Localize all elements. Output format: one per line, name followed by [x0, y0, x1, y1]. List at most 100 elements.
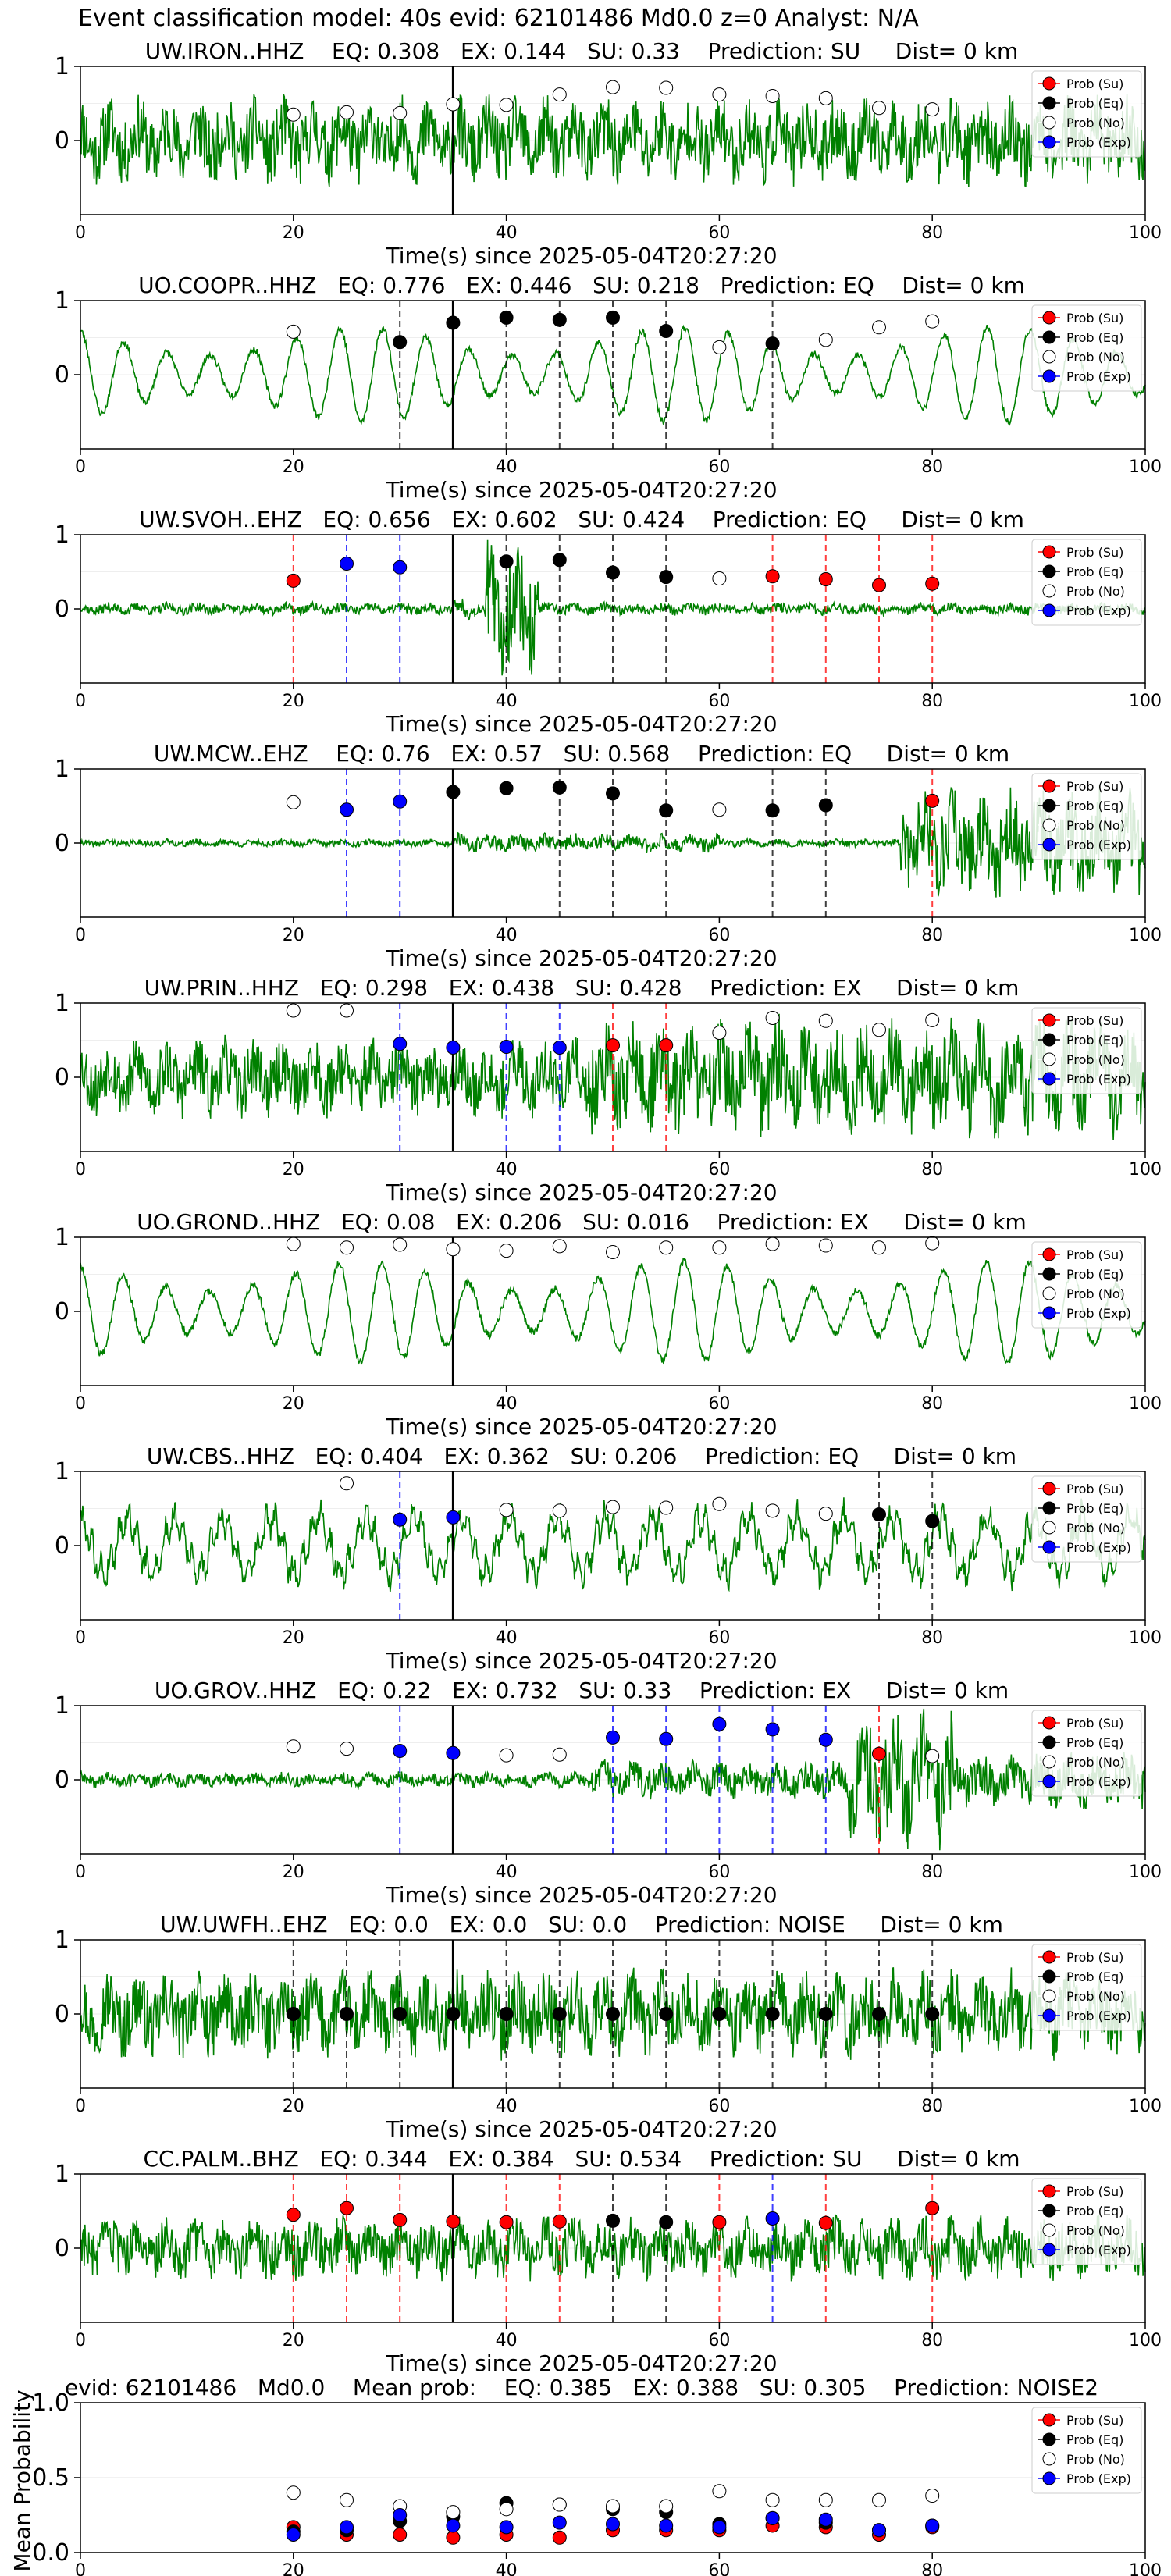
prob-point-eq: [393, 2007, 408, 2021]
panel-uo-grond--hhz: UO.GROND..HHZ EQ: 0.08 EX: 0.206 SU: 0.0…: [55, 1209, 1162, 1439]
y-axis-label: Mean Probability: [9, 2389, 35, 2571]
prob-point-no: [552, 87, 567, 102]
y-tick-label: 0: [55, 2001, 69, 2028]
x-tick-label: 20: [283, 926, 304, 945]
prob-point-exp: [818, 1732, 833, 1747]
prob-point-exp: [765, 2211, 780, 2226]
prob-point-eq: [818, 798, 833, 813]
x-tick-label: 40: [496, 223, 518, 243]
legend-marker-no: [1042, 2452, 1056, 2466]
mean-point-exp: [818, 2512, 833, 2527]
prob-point-exp: [446, 1745, 461, 1760]
mean-point-exp: [765, 2510, 780, 2525]
legend-marker-su: [1042, 545, 1056, 559]
prob-point-no: [712, 802, 727, 817]
prob-point-eq: [872, 2007, 886, 2021]
prob-point-eq: [606, 2007, 620, 2021]
x-axis-label: Time(s) since 2025-05-04T20:27:20: [385, 1179, 777, 1205]
prob-point-no: [340, 1742, 354, 1756]
prob-point-no: [712, 340, 727, 354]
prob-point-su: [872, 578, 886, 592]
panel-uo-coopr--hhz: UO.COOPR..HHZ EQ: 0.776 EX: 0.446 SU: 0.…: [55, 272, 1162, 503]
legend-marker-su: [1042, 1247, 1056, 1261]
legend-label-exp: Prob (Exp): [1066, 135, 1131, 150]
legend-marker-exp: [1042, 603, 1056, 617]
prob-point-eq: [765, 803, 780, 818]
legend-label-su: Prob (Su): [1066, 545, 1123, 560]
x-tick-label: 60: [708, 2331, 730, 2350]
legend-label-exp: Prob (Exp): [1066, 1774, 1131, 1789]
prob-point-no: [286, 1003, 301, 1018]
mean-point-su: [446, 2530, 461, 2545]
legend-label-exp: Prob (Exp): [1066, 603, 1131, 618]
y-tick-label: 0: [55, 1064, 69, 1091]
legend-marker-su: [1042, 1950, 1056, 1964]
legend-marker-eq: [1042, 330, 1056, 344]
x-tick-label: 80: [921, 2331, 943, 2350]
x-tick-label: 100: [1129, 1863, 1162, 1882]
legend-label-no: Prob (No): [1066, 2452, 1125, 2467]
legend: Prob (Su) Prob (Eq) Prob (No) Prob (Exp): [1031, 70, 1142, 158]
prob-point-no: [712, 571, 727, 586]
legend-label-su: Prob (Su): [1066, 311, 1123, 326]
x-tick-label: 0: [75, 457, 86, 477]
y-tick-label: 1: [55, 53, 69, 80]
x-tick-label: 60: [708, 692, 730, 711]
x-tick-label: 60: [708, 223, 730, 243]
mean-point-no: [659, 2499, 674, 2514]
prob-point-exp: [340, 557, 354, 571]
x-tick-label: 20: [283, 2561, 304, 2576]
prob-point-eq: [818, 2007, 833, 2021]
y-tick-label: 1.0: [32, 2389, 69, 2417]
prob-point-exp: [393, 1743, 408, 1758]
prob-point-no: [286, 1236, 301, 1251]
prob-point-su: [818, 2215, 833, 2230]
mean-point-exp: [606, 2517, 620, 2532]
legend-marker-eq: [1042, 1969, 1056, 1984]
prob-point-su: [286, 2208, 301, 2222]
prob-point-exp: [659, 1731, 674, 1746]
x-tick-label: 100: [1129, 926, 1162, 945]
prob-point-eq: [446, 2007, 461, 2021]
prob-point-no: [340, 105, 354, 119]
x-axis-label: Time(s) since 2025-05-04T20:27:20: [385, 477, 777, 503]
prob-point-no: [712, 1240, 727, 1255]
waveform-trace: [80, 94, 1146, 187]
legend-label-eq: Prob (Eq): [1066, 1033, 1123, 1048]
prob-point-no: [286, 324, 301, 339]
waveform-trace: [80, 785, 1146, 898]
legend-marker-su: [1042, 76, 1056, 91]
legend-marker-no: [1042, 1755, 1056, 1769]
legend-box: [1031, 1475, 1142, 1563]
y-tick-label: 1: [55, 1692, 69, 1720]
prob-point-no: [606, 80, 620, 94]
x-tick-label: 100: [1129, 457, 1162, 477]
prob-point-eq: [606, 310, 620, 325]
x-tick-label: 0: [75, 2097, 86, 2116]
mean-point-no: [765, 2492, 780, 2507]
legend-marker-exp: [1042, 369, 1056, 383]
mean-point-no: [872, 2492, 886, 2507]
legend-label-no: Prob (No): [1066, 350, 1125, 365]
prob-point-no: [393, 105, 408, 120]
x-tick-label: 0: [75, 2561, 86, 2576]
legend: Prob (Su) Prob (Eq) Prob (No) Prob (Exp): [1031, 773, 1142, 860]
panel-title: UW.SVOH..EHZ EQ: 0.656 EX: 0.602 SU: 0.4…: [139, 507, 1024, 532]
legend-label-exp: Prob (Exp): [1066, 369, 1131, 384]
legend-label-su: Prob (Su): [1066, 1013, 1123, 1028]
prob-point-su: [925, 576, 940, 591]
legend-label-no: Prob (No): [1066, 584, 1125, 599]
prob-point-eq: [712, 2007, 727, 2021]
waveform-trace: [80, 1497, 1146, 1592]
mean-point-no: [606, 2499, 620, 2514]
legend-box: [1031, 70, 1142, 158]
prob-point-su: [818, 572, 833, 586]
prob-point-no: [659, 1240, 674, 1255]
x-tick-label: 20: [283, 1160, 304, 1179]
x-tick-label: 20: [283, 457, 304, 477]
mean-point-no: [499, 2502, 514, 2517]
prob-point-no: [552, 1239, 567, 1254]
prob-point-no: [818, 1013, 833, 1028]
prob-point-su: [340, 2201, 354, 2215]
prob-point-no: [552, 1503, 567, 1518]
